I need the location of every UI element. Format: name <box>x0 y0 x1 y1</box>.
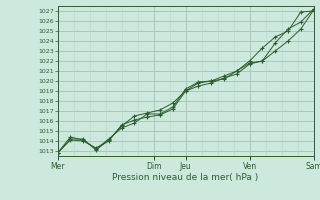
X-axis label: Pression niveau de la mer( hPa ): Pression niveau de la mer( hPa ) <box>112 173 259 182</box>
